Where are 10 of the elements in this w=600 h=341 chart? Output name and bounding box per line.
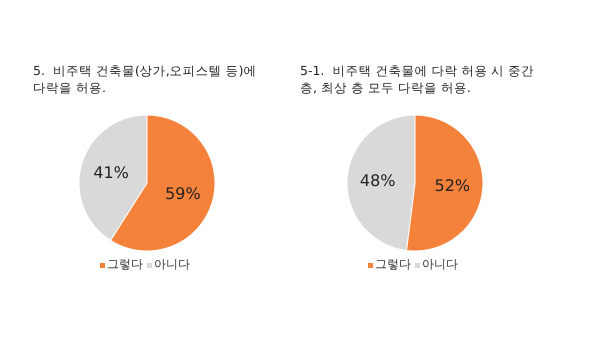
data-label: 41% xyxy=(93,163,129,182)
data-label: 48% xyxy=(360,171,396,190)
data-label: 59% xyxy=(165,184,201,203)
chart-title: 5-1. 비주택 건축물에 다락 허용 시 중간 층, 최상 층 모두 다락을 허용. xyxy=(300,63,534,95)
legend-label: 아니다 xyxy=(154,257,190,271)
data-label: 52% xyxy=(434,176,470,195)
legend-label: 아니다 xyxy=(422,257,458,271)
legend-label: 그렇다 xyxy=(107,257,143,271)
legend-label: 그렇다 xyxy=(375,257,411,271)
chart-title: 5. 비주택 건축물(상가,오피스텔 등)에 다락을 허용. xyxy=(33,63,257,95)
